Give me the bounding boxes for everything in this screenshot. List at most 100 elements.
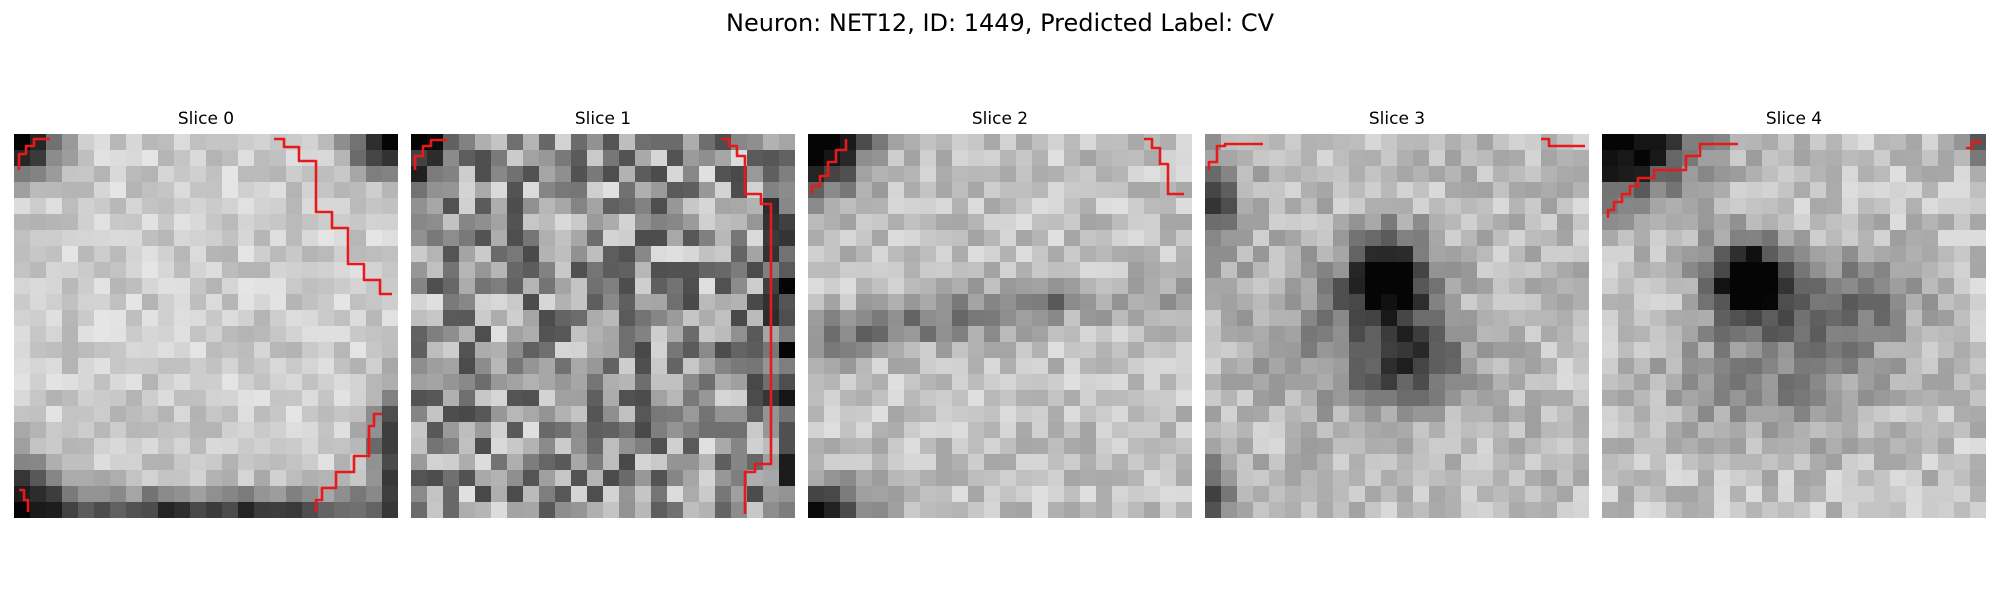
pixel [1205,374,1222,391]
pixel [94,470,111,487]
pixel [651,150,668,167]
pixel [952,166,969,183]
pixel [1048,182,1065,199]
pixel [206,502,223,518]
pixel [1221,502,1238,518]
pixel [715,374,732,391]
pixel [334,326,351,343]
pixel [1650,406,1667,423]
pixel [1349,390,1366,407]
pixel [1650,454,1667,471]
pixel [1573,214,1589,231]
pixel [190,182,207,199]
pixel [1954,214,1971,231]
pixel [1333,246,1350,263]
pixel [1144,358,1161,375]
pixel [158,422,175,439]
pixel [1842,486,1859,503]
pixel [1682,422,1699,439]
pixel [1461,294,1478,311]
pixel [555,390,572,407]
pixel [1349,374,1366,391]
pixel [1970,278,1986,295]
contour-line [17,137,50,170]
pixel [1826,326,1843,343]
pixel [651,214,668,231]
pixel [1032,134,1049,151]
pixel [1080,182,1097,199]
pixel [1397,230,1414,247]
pixel [382,278,398,295]
pixel [555,470,572,487]
pixel [254,374,271,391]
pixel [888,246,905,263]
pixel [1413,406,1430,423]
pixel [1477,342,1494,359]
pixel [1176,374,1192,391]
pixel [904,278,921,295]
pixel [952,246,969,263]
pixel [1509,262,1526,279]
pixel [1762,422,1779,439]
pixel [1365,454,1382,471]
pixel [238,390,255,407]
pixel [1221,134,1238,151]
pixel [1064,198,1081,215]
pixel [1080,454,1097,471]
pixel [1541,214,1558,231]
pixel [1698,150,1715,167]
pixel [1144,198,1161,215]
pixel [1890,246,1907,263]
pixel [350,326,367,343]
pixel [635,470,652,487]
pixel [1445,294,1462,311]
pixel [904,470,921,487]
pixel [427,230,444,247]
pixel [1890,358,1907,375]
pixel [142,182,159,199]
pixel [270,166,287,183]
pixel [1922,390,1939,407]
pixel [1573,150,1589,167]
pixel [1746,422,1763,439]
pixel [350,406,367,423]
pixel [1301,214,1318,231]
pixel [1160,390,1177,407]
pixel [747,502,764,518]
pixel [1618,438,1635,455]
pixel [1826,390,1843,407]
pixel [1746,294,1763,311]
pixel [1842,278,1859,295]
pixel [1317,166,1334,183]
pixel [1778,310,1795,327]
pixel [587,310,604,327]
pixel [411,438,428,455]
pixel [1285,454,1302,471]
pixel [1509,358,1526,375]
pixel [318,198,335,215]
pixel [1650,422,1667,439]
pixel [475,326,492,343]
pixel [1525,262,1542,279]
pixel [747,134,764,151]
pixel [94,326,111,343]
pixel [1666,214,1683,231]
pixel [1160,438,1177,455]
pixel [190,342,207,359]
pixel [539,294,556,311]
pixel [1557,358,1574,375]
pixel [1048,438,1065,455]
pixel [302,374,319,391]
pixel [14,294,31,311]
pixel [1285,246,1302,263]
pixel [1730,310,1747,327]
pixel [1285,166,1302,183]
pixel [222,310,239,327]
pixel [1016,342,1033,359]
pixel [1682,166,1699,183]
pixel [46,406,63,423]
pixel [1429,278,1446,295]
pixel [1970,438,1986,455]
pixel [968,294,985,311]
pixel [523,438,540,455]
